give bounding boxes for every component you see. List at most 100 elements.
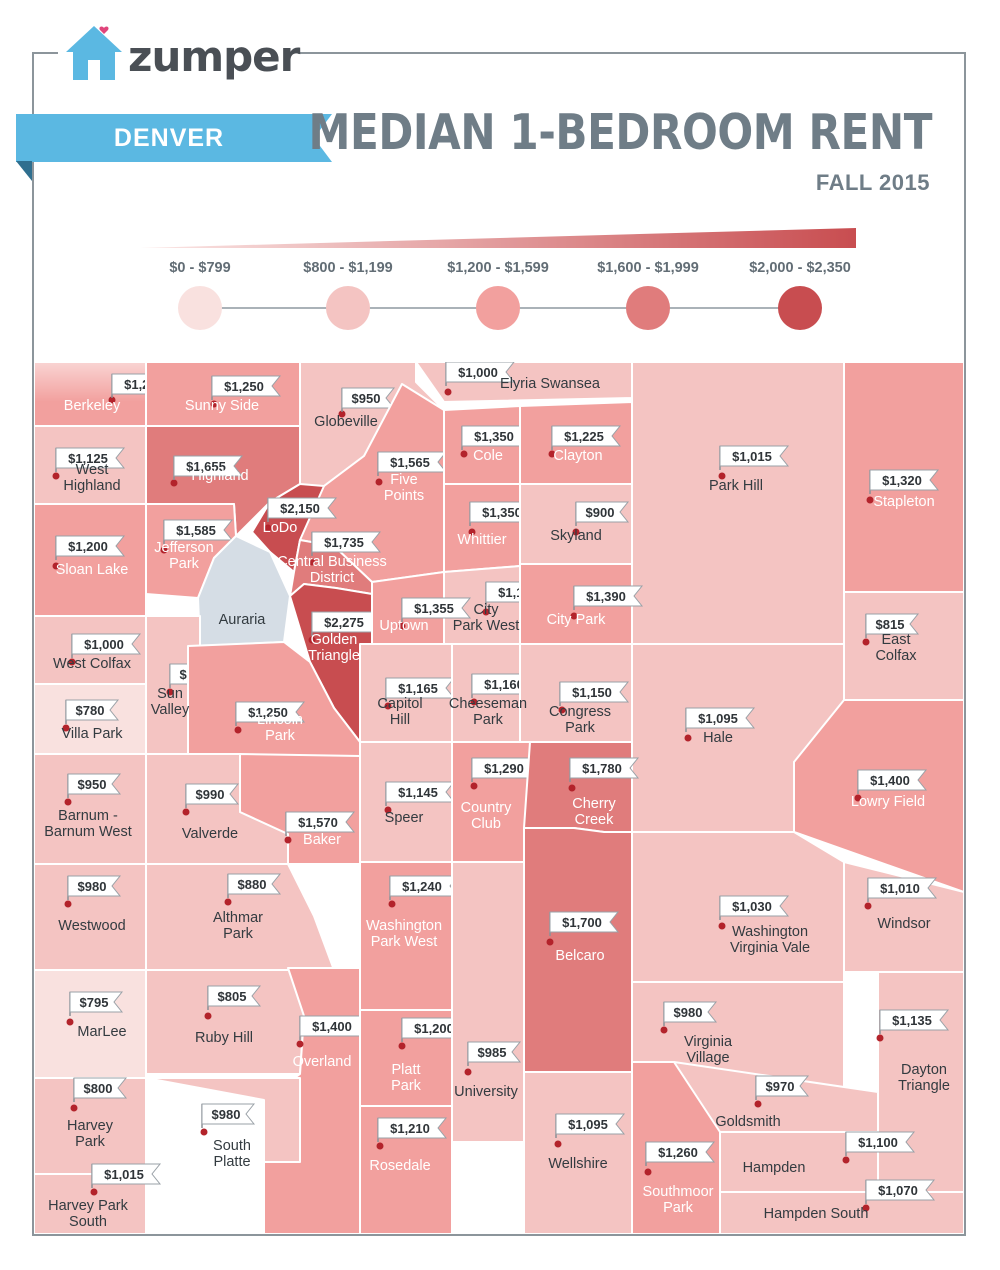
label-althmar-park: Althmar Park bbox=[213, 910, 263, 942]
price-flag-windsor[interactable]: $1,010 bbox=[867, 877, 938, 902]
marker-dot-west-colfax bbox=[68, 658, 76, 666]
price-flag-sunny-side[interactable]: $1,250 bbox=[211, 375, 282, 400]
price-label-overland: $1,400 bbox=[312, 1019, 352, 1034]
price-flag-cherry-creek[interactable]: $1,780 bbox=[569, 757, 640, 782]
price-flag-central-business-district[interactable]: $1,735 bbox=[311, 531, 382, 556]
price-flag-university[interactable]: $985 bbox=[467, 1041, 522, 1066]
marker-dot-stapleton bbox=[866, 496, 874, 504]
marker-dot-cole bbox=[460, 450, 468, 458]
price-label-stapleton: $1,320 bbox=[882, 473, 922, 488]
price-flag-speer[interactable]: $1,145 bbox=[385, 781, 456, 806]
price-flag-sloan-lake[interactable]: $1,200 bbox=[55, 535, 126, 560]
price-flag-harvey-park[interactable]: $800 bbox=[73, 1077, 128, 1102]
price-flag-country-club[interactable]: $1,290 bbox=[471, 757, 542, 782]
price-flag-cole[interactable]: $1,350 bbox=[461, 425, 532, 450]
marker-dot-washington-park-west bbox=[388, 900, 396, 908]
price-flag-harvey-park-south[interactable]: $1,015 bbox=[91, 1163, 162, 1188]
marker-dot-central-business-district bbox=[308, 558, 316, 566]
price-flag-west-colfax[interactable]: $1,000 bbox=[71, 633, 142, 658]
city-label: DENVER bbox=[113, 124, 225, 152]
price-flag-stapleton[interactable]: $1,320 bbox=[869, 469, 940, 494]
price-flag-west-highland[interactable]: $1,125 bbox=[55, 447, 126, 472]
marker-dot-cherry-creek bbox=[568, 784, 576, 792]
price-flag-five-points[interactable]: $1,565 bbox=[377, 451, 448, 476]
price-flag-uptown[interactable]: $1,355 bbox=[401, 597, 472, 622]
marker-dot-hampden-south bbox=[862, 1204, 870, 1212]
price-flag-ruby-hill[interactable]: $805 bbox=[207, 985, 262, 1010]
price-flag-washington-virginia-vale[interactable]: $1,030 bbox=[719, 895, 790, 920]
price-flag-globeville[interactable]: $950 bbox=[341, 387, 396, 412]
legend-label-5: $2,000 - $2,350 bbox=[749, 260, 851, 276]
label-villa-park: Villa Park bbox=[61, 726, 123, 742]
label-overland: Overland bbox=[292, 1054, 352, 1070]
price-flag-dayton-triangle[interactable]: $1,135 bbox=[879, 1009, 950, 1034]
price-flag-hampden-south[interactable]: $1,070 bbox=[865, 1179, 936, 1204]
price-flag-southmoor-park[interactable]: $1,260 bbox=[645, 1141, 716, 1166]
price-flag-lodo[interactable]: $2,150 bbox=[267, 497, 338, 522]
price-label-south-platte: $980 bbox=[212, 1107, 241, 1122]
price-flag-wellshire[interactable]: $1,095 bbox=[555, 1113, 626, 1138]
marker-dot-hale bbox=[684, 734, 692, 742]
price-flag-city-park[interactable]: $1,390 bbox=[573, 585, 644, 610]
price-flag-congress-park[interactable]: $1,150 bbox=[559, 681, 630, 706]
zumper-logo[interactable]: zumper bbox=[58, 22, 300, 84]
marker-dot-west-highland bbox=[52, 472, 60, 480]
price-flag-althmar-park[interactable]: $880 bbox=[227, 873, 282, 898]
price-label-golden-triangle: $2,275 bbox=[324, 615, 364, 630]
price-flag-capitol-hill[interactable]: $1,165 bbox=[385, 677, 456, 702]
region-wellshire[interactable] bbox=[523, 1071, 633, 1234]
price-flag-washington-park-west[interactable]: $1,240 bbox=[389, 875, 460, 900]
marker-dot-sun-valley bbox=[166, 688, 174, 696]
price-flag-lincoln-park[interactable]: $1,250 bbox=[235, 701, 306, 726]
marker-dot-marlee bbox=[66, 1018, 74, 1026]
marker-dot-villa-park bbox=[62, 724, 70, 732]
price-flag-skyland[interactable]: $900 bbox=[575, 501, 630, 526]
price-flag-valverde[interactable]: $990 bbox=[185, 783, 240, 808]
label-capitol-hill: Capitol Hill bbox=[377, 696, 423, 728]
label-sun-valley: Sun Valley bbox=[150, 686, 190, 718]
price-flag-rosedale[interactable]: $1,210 bbox=[377, 1117, 448, 1142]
marker-dot-barnum-barnum-west bbox=[64, 798, 72, 806]
price-label-wellshire: $1,095 bbox=[568, 1117, 608, 1132]
marker-dot-sloan-lake bbox=[52, 562, 60, 570]
marker-dot-althmar-park bbox=[224, 898, 232, 906]
label-skyland: Skyland bbox=[550, 528, 602, 544]
price-label-park-hill: $1,015 bbox=[732, 449, 772, 464]
price-flag-hampden[interactable]: $1,100 bbox=[845, 1131, 916, 1156]
label-five-points: Five Points bbox=[383, 472, 425, 504]
price-flag-south-platte[interactable]: $980 bbox=[201, 1103, 256, 1128]
label-platt-park: Platt Park bbox=[391, 1062, 421, 1094]
price-flag-lowry-field[interactable]: $1,400 bbox=[857, 769, 928, 794]
label-baker: Baker bbox=[303, 832, 341, 848]
price-flag-jefferson-park[interactable]: $1,585 bbox=[163, 519, 234, 544]
region-althmar-park[interactable] bbox=[145, 863, 335, 971]
page-title: MEDIAN 1-BEDROOM RENT bbox=[308, 104, 932, 161]
price-flag-highland[interactable]: $1,655 bbox=[173, 455, 244, 480]
label-lowry-field: Lowry Field bbox=[850, 794, 926, 810]
price-flag-virginia-village[interactable]: $980 bbox=[663, 1001, 718, 1026]
marker-dot-city-park bbox=[570, 612, 578, 620]
marker-dot-lodo bbox=[264, 524, 272, 532]
legend-dot-2 bbox=[326, 286, 370, 330]
price-flag-hale[interactable]: $1,095 bbox=[685, 707, 756, 732]
price-flag-elyria-swansea[interactable]: $1,000 bbox=[445, 362, 516, 386]
label-cherry-creek: Cherry Creek bbox=[572, 796, 616, 828]
price-flag-marlee[interactable]: $795 bbox=[69, 991, 124, 1016]
price-label-sloan-lake: $1,200 bbox=[68, 539, 108, 554]
price-flag-belcaro[interactable]: $1,700 bbox=[549, 911, 620, 936]
label-washington-park-west: Washington Park West bbox=[365, 918, 443, 950]
price-flag-baker[interactable]: $1,570 bbox=[285, 811, 356, 836]
price-flag-barnum-barnum-west[interactable]: $950 bbox=[67, 773, 122, 798]
price-flag-overland[interactable]: $1,400 bbox=[299, 1015, 370, 1040]
region-lowry-field[interactable] bbox=[793, 699, 964, 893]
price-flag-east-colfax[interactable]: $815 bbox=[865, 613, 920, 638]
price-flag-park-hill[interactable]: $1,015 bbox=[719, 445, 790, 470]
price-flag-clayton[interactable]: $1,225 bbox=[551, 425, 622, 450]
label-auraria: Auraria bbox=[218, 612, 266, 628]
region-south-platte[interactable] bbox=[145, 1077, 301, 1163]
price-flag-golden-triangle[interactable]: $2,275 bbox=[311, 611, 382, 636]
marker-dot-clayton bbox=[548, 450, 556, 458]
price-flag-westwood[interactable]: $980 bbox=[67, 875, 122, 900]
price-flag-villa-park[interactable]: $780 bbox=[65, 699, 120, 724]
price-flag-goldsmith[interactable]: $970 bbox=[755, 1075, 810, 1100]
